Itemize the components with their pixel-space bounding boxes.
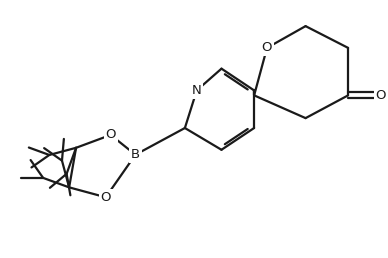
Text: O: O <box>262 41 272 54</box>
Text: O: O <box>106 128 116 141</box>
Text: N: N <box>192 84 202 97</box>
Text: B: B <box>131 148 140 161</box>
Text: O: O <box>376 89 386 102</box>
Text: O: O <box>100 191 111 204</box>
